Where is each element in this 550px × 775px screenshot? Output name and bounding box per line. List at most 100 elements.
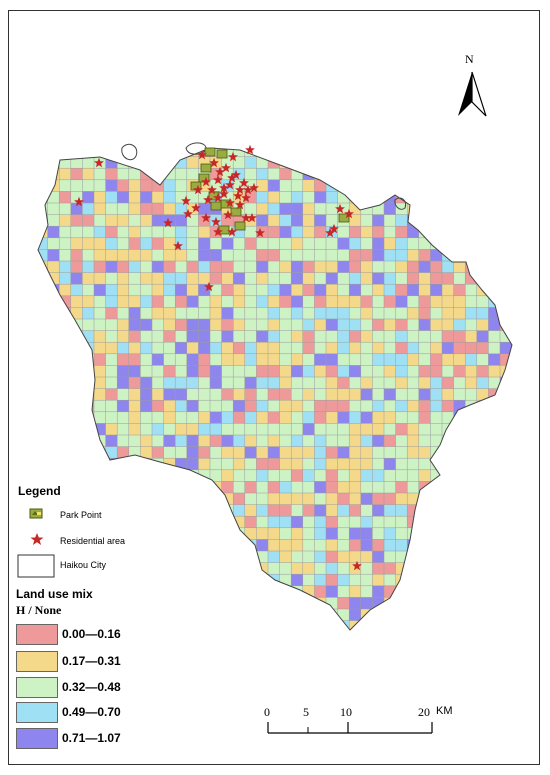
grid-cell: [152, 203, 164, 215]
grid-cell: [488, 458, 500, 470]
grid-cell: [221, 179, 234, 192]
grid-cell: [256, 365, 268, 377]
grid-cell: [349, 574, 361, 586]
grid-cell: [233, 516, 245, 528]
grid-cell: [326, 148, 338, 157]
residential-area-marker: [191, 202, 201, 213]
residential-area-marker: [239, 177, 249, 188]
grid-cell: [105, 319, 118, 331]
grid-cell: [163, 226, 176, 238]
grid-cell: [372, 458, 384, 470]
grid-cell: [233, 307, 245, 319]
grid-cell: [117, 214, 129, 227]
grid-cell: [279, 237, 292, 250]
grid-cell: [94, 307, 106, 319]
grid-cell: [453, 237, 466, 250]
park-point-label: Park Point: [60, 510, 102, 520]
grid-cell: [152, 295, 164, 308]
grid-cell: [233, 609, 245, 621]
grid-cell: [291, 191, 303, 203]
grid-cell: [407, 527, 419, 540]
grid-cell: [453, 527, 466, 540]
grid-cell: [476, 191, 489, 203]
grid-cell: [105, 191, 118, 203]
grid-cell: [140, 609, 152, 621]
grid-cell: [500, 446, 512, 459]
grid-cell: [70, 377, 83, 389]
grid-cell: [326, 411, 338, 424]
grid-cell: [140, 585, 152, 598]
grid-cell: [47, 469, 60, 482]
grid-cell: [279, 203, 292, 215]
grid-cell: [210, 585, 222, 598]
grid-cell: [372, 319, 384, 331]
grid-cell: [163, 388, 176, 401]
grid-cell: [453, 365, 466, 377]
grid-cell: [337, 203, 350, 215]
grid-cell: [302, 307, 315, 319]
grid-cell: [152, 261, 164, 273]
residential-area-marker: [245, 144, 255, 155]
grid-cell: [291, 156, 303, 169]
grid-cell: [256, 504, 268, 517]
grid-cell: [105, 574, 118, 586]
grid-cell: [221, 342, 234, 354]
grid-cell: [395, 620, 408, 630]
grid-cell: [70, 214, 83, 227]
grid-cell: [384, 319, 396, 331]
grid-cell: [175, 493, 187, 505]
grid-cell: [140, 203, 152, 215]
grid-cell: [128, 516, 141, 528]
grid-cell: [453, 191, 466, 203]
grid-cell: [105, 585, 118, 598]
grid-cell: [256, 446, 268, 459]
grid-cell: [337, 261, 350, 273]
grid-cell: [175, 597, 187, 609]
grid-cell: [465, 148, 477, 157]
grid-cell: [384, 539, 396, 551]
grid-cell: [70, 481, 83, 493]
grid-cell: [210, 597, 222, 609]
grid-cell: [314, 295, 326, 308]
grid-cell: [418, 179, 431, 192]
grid-cell: [47, 435, 60, 447]
grid-cell: [302, 481, 315, 493]
grid-cell: [360, 458, 373, 470]
grid-cell: [349, 203, 361, 215]
grid-cell: [221, 435, 234, 447]
grid-cell: [302, 551, 315, 563]
grid-cell: [221, 330, 234, 343]
grid-cell: [105, 148, 118, 157]
grid-cell: [418, 249, 431, 261]
grid-cell: [337, 585, 350, 598]
grid-cell: [442, 527, 454, 540]
grid-cell: [152, 597, 164, 609]
grid-cell: [47, 191, 60, 203]
grid-cell: [221, 168, 234, 180]
grid-cell: [314, 562, 326, 575]
grid-cell: [349, 609, 361, 621]
grid-cell: [360, 574, 373, 586]
grid-cell: [268, 539, 280, 551]
grid-cell: [384, 458, 396, 470]
grid-cell: [314, 284, 326, 296]
grid-cell: [430, 272, 442, 285]
grid-cell: [244, 400, 257, 412]
grid-cell: [38, 249, 48, 261]
grid-cell: [360, 423, 373, 435]
grid-cell: [465, 458, 477, 470]
grid-cell: [210, 411, 222, 424]
grid-cell: [465, 493, 477, 505]
grid-cell: [488, 214, 500, 227]
grid-cell: [430, 469, 442, 482]
grid-cell: [38, 191, 48, 203]
island-outline: [394, 197, 407, 210]
grid-cell: [279, 388, 292, 401]
grid-cell: [163, 539, 176, 551]
grid-cell: [326, 284, 338, 296]
grid-cell: [163, 365, 176, 377]
grid-cell: [465, 562, 477, 575]
grid-cell: [256, 168, 268, 180]
grid-cell: [117, 179, 129, 192]
grid-cell: [140, 539, 152, 551]
